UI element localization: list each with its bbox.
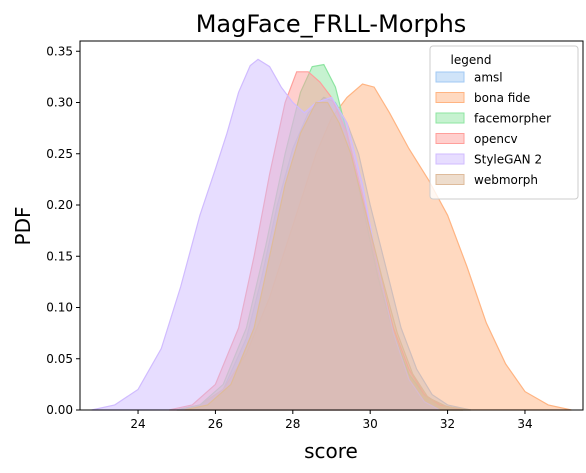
legend-swatch-stylegan-2 (435, 153, 465, 165)
legend-label-facemorpher: facemorpher (474, 112, 551, 126)
y-tick-label: 0.15 (46, 249, 73, 263)
legend-label-amsl: amsl (474, 71, 503, 85)
x-tick-label: 34 (517, 417, 532, 431)
legend-items: amsl bona fide facemorpher opencv StyleGAN 2… (435, 71, 551, 187)
legend-label-bona-fide: bona fide (474, 91, 530, 105)
legend-swatch-opencv (435, 133, 465, 144)
legend-label-stylegan-2: StyleGAN 2 (474, 153, 542, 167)
y-tick-label: 0.10 (46, 301, 73, 315)
y-tick-label: 0.25 (46, 147, 73, 161)
x-tick-label: 30 (363, 417, 378, 431)
legend-swatch-webmorph (435, 174, 465, 185)
y-tick-label: 0.20 (46, 198, 73, 212)
legend-label-opencv: opencv (474, 132, 518, 146)
x-tick-label: 32 (440, 417, 455, 431)
legend: legend amsl bona fide facemorpher opencv Sty… (429, 45, 579, 200)
x-axis-ticks: 24 26 28 30 32 34 (130, 410, 533, 431)
area-webmorph (184, 101, 471, 411)
x-tick-label: 26 (208, 417, 223, 431)
y-tick-label: 0.00 (46, 403, 73, 417)
plot-frame (79, 40, 584, 411)
legend-title: legend (451, 53, 492, 67)
legend-label-webmorph: webmorph (474, 173, 538, 187)
y-tick-label: 0.35 (46, 44, 73, 58)
x-tick-label: 24 (130, 417, 145, 431)
legend-box (429, 45, 579, 200)
x-axis-label: score (304, 439, 358, 463)
y-tick-label: 0.30 (46, 96, 73, 110)
legend-swatch-facemorpher (435, 112, 465, 124)
y-tick-label: 0.05 (46, 352, 73, 366)
chart-title: MagFace_FRLL-Morphs (196, 10, 467, 38)
plot-area (91, 58, 572, 411)
y-axis-ticks: 0.00 0.05 0.10 0.15 0.20 0.25 0.30 0.35 (46, 44, 80, 417)
x-tick-label: 28 (285, 417, 300, 431)
legend-swatch-amsl (435, 71, 465, 83)
y-axis-label: PDF (11, 207, 35, 246)
legend-swatch-bona-fide (435, 92, 465, 103)
